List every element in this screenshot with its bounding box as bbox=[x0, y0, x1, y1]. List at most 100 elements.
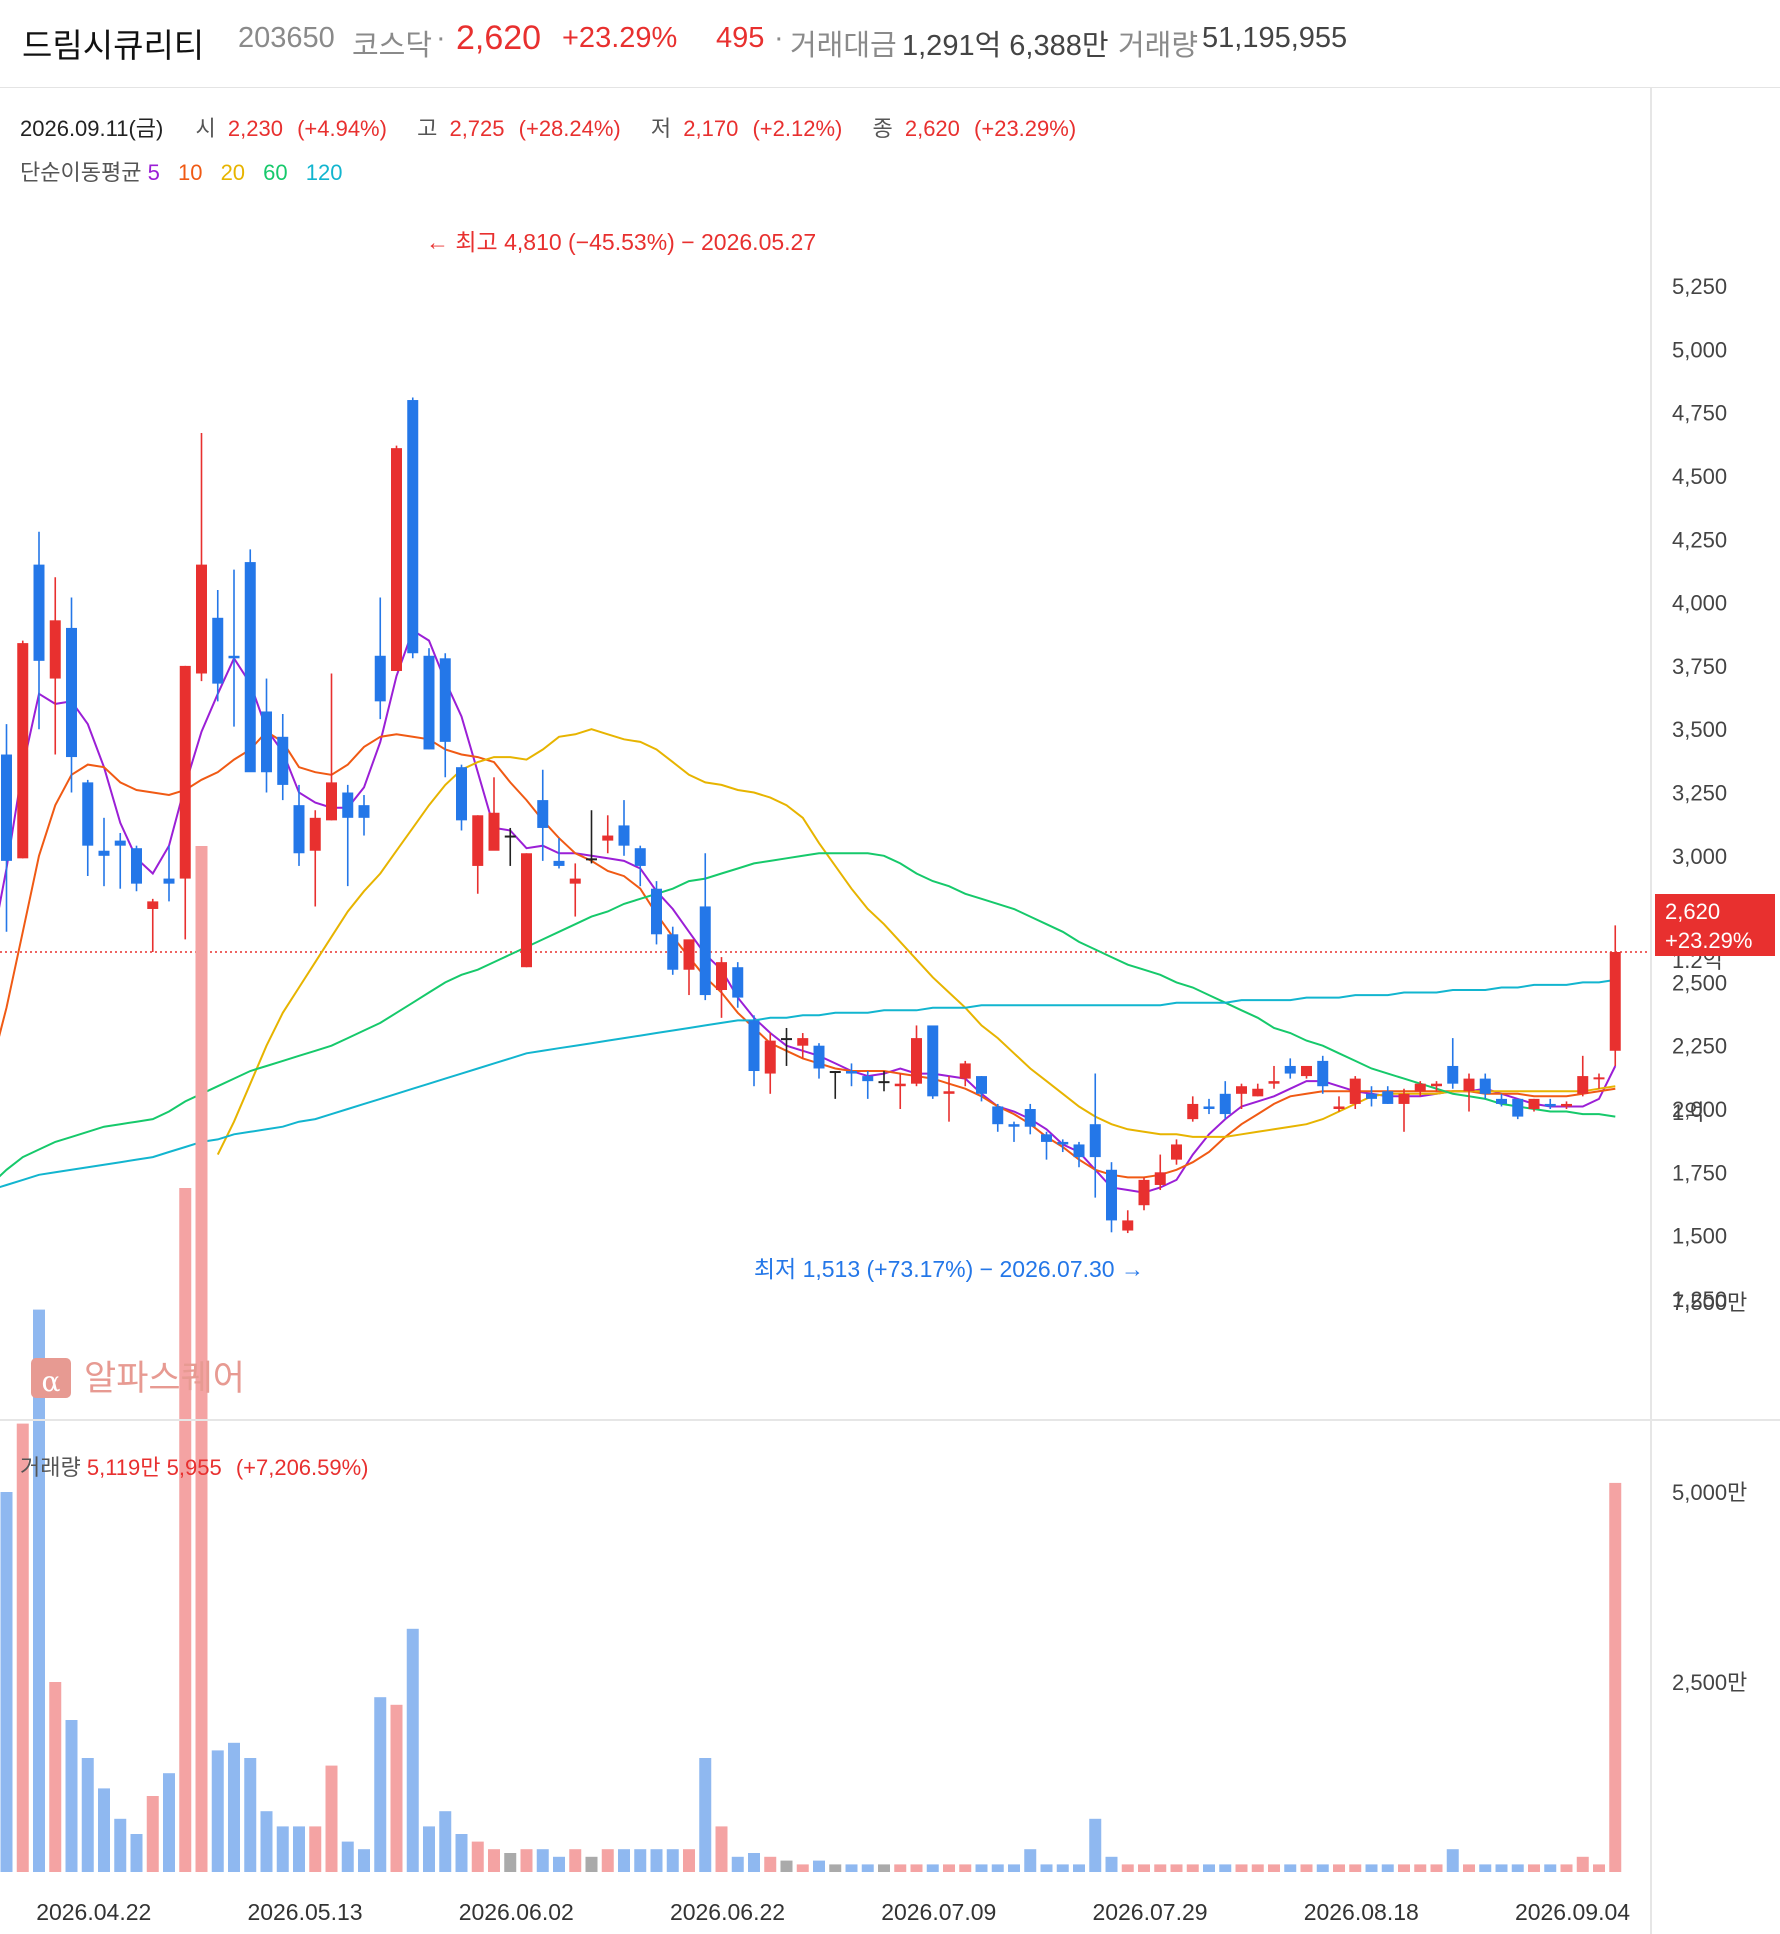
volume-bar bbox=[1463, 1864, 1475, 1872]
price-tick-label: 4,250 bbox=[1672, 527, 1727, 552]
volume-bar bbox=[309, 1826, 322, 1872]
volume-bar bbox=[748, 1853, 760, 1872]
candle-body bbox=[1447, 1065, 1459, 1084]
volume-bar bbox=[1333, 1864, 1345, 1872]
volume-bar bbox=[634, 1849, 647, 1872]
ma-legend[interactable]: 단순이동평균 5 10 20 60 120 bbox=[20, 160, 343, 185]
volume-bar bbox=[1089, 1818, 1102, 1872]
date-tick-label: 2026.07.09 bbox=[881, 1899, 996, 1925]
open-label: 시 bbox=[196, 116, 216, 141]
candle-body bbox=[781, 1038, 792, 1041]
high-annotation: ← 최고 4,810 (−45.53%) − 2026.05.27 bbox=[426, 229, 816, 255]
volume-bar bbox=[1138, 1864, 1150, 1872]
candle-body bbox=[764, 1040, 776, 1074]
price-tick-label: 4,500 bbox=[1672, 464, 1727, 489]
date-tick-label: 2026.04.22 bbox=[36, 1899, 151, 1925]
volume-bar bbox=[1593, 1864, 1605, 1872]
candle-body bbox=[1528, 1098, 1540, 1109]
candle-body bbox=[1089, 1124, 1101, 1158]
volume-bar bbox=[1316, 1864, 1329, 1872]
candle-body bbox=[1366, 1093, 1377, 1099]
ma-120-label: 120 bbox=[306, 160, 343, 185]
volume-bar bbox=[1056, 1864, 1069, 1872]
candle-body bbox=[1122, 1220, 1134, 1231]
candle-body bbox=[1057, 1141, 1069, 1145]
close-value: 2,620 bbox=[905, 116, 960, 141]
volume-bar bbox=[81, 1758, 94, 1872]
stock-name[interactable]: 드림시큐리티 bbox=[22, 27, 205, 64]
price-tick-label: 1,750 bbox=[1672, 1160, 1727, 1185]
low-annotation: 최저 1,513 (+73.17%) − 2026.07.30 → bbox=[754, 1256, 1144, 1282]
candle-body bbox=[261, 711, 272, 773]
candle-body bbox=[1187, 1103, 1199, 1120]
volume-bar bbox=[601, 1849, 614, 1872]
candle-body bbox=[391, 448, 402, 671]
volume-bar bbox=[1365, 1864, 1378, 1872]
candle-body bbox=[829, 1071, 841, 1074]
current-price: 2,620 bbox=[456, 19, 542, 57]
candle-body bbox=[196, 564, 207, 674]
candle-body bbox=[602, 835, 614, 841]
candle-body bbox=[114, 840, 126, 846]
candle-body bbox=[1138, 1179, 1150, 1206]
volume-bar bbox=[1203, 1864, 1215, 1872]
candle-body bbox=[976, 1076, 987, 1094]
low-label: 저 bbox=[651, 116, 671, 141]
candle-body bbox=[732, 967, 744, 998]
trade-amount-label: 거래대금 bbox=[790, 30, 897, 62]
close-pct: (+23.29%) bbox=[974, 116, 1076, 141]
volume-bar bbox=[861, 1864, 874, 1872]
volume-bar bbox=[536, 1849, 549, 1872]
volume-bar bbox=[1414, 1864, 1427, 1872]
low-value: 2,170 bbox=[683, 116, 738, 141]
candle-body bbox=[813, 1045, 825, 1069]
candle-body bbox=[1268, 1081, 1280, 1084]
candle-body bbox=[537, 800, 549, 828]
volume-bar bbox=[33, 1309, 45, 1872]
date-tick-label: 2026.09.04 bbox=[1515, 1899, 1630, 1925]
volume-bar bbox=[1398, 1864, 1410, 1872]
candle-body bbox=[1236, 1086, 1247, 1094]
separator: · bbox=[436, 22, 446, 54]
candle-body bbox=[586, 858, 597, 861]
candle-body bbox=[911, 1038, 922, 1084]
ma-60-line bbox=[0, 852, 1616, 1178]
candle-body bbox=[1431, 1083, 1442, 1087]
price-tick-label: 3,000 bbox=[1672, 844, 1727, 869]
volume-label: 거래량 bbox=[1118, 30, 1199, 62]
candle-body bbox=[927, 1025, 939, 1097]
volume-bar bbox=[1544, 1864, 1557, 1872]
alpha-square-logo-icon: α bbox=[31, 1358, 71, 1398]
volume-bar bbox=[1528, 1864, 1540, 1872]
candle-body bbox=[1349, 1078, 1361, 1104]
candle-body bbox=[147, 901, 159, 909]
price-tick-label: 4,750 bbox=[1672, 401, 1727, 426]
candle-body bbox=[553, 860, 565, 866]
change-abs: 495 bbox=[716, 22, 765, 54]
stock-chart[interactable]: 1,2501,5001,7502,0002,2502,5002,7503,000… bbox=[0, 88, 1780, 1934]
candle-body bbox=[959, 1063, 971, 1079]
volume-bar bbox=[959, 1864, 972, 1872]
volume-bar bbox=[1235, 1864, 1248, 1872]
volume-tick-label: 2,500만 bbox=[1672, 1670, 1747, 1695]
change-pct: +23.29% bbox=[562, 22, 678, 54]
candle-body bbox=[1073, 1144, 1085, 1158]
candle-body bbox=[1496, 1098, 1507, 1104]
candle-body bbox=[504, 835, 516, 838]
candle-body bbox=[943, 1091, 955, 1094]
candle-body bbox=[1317, 1060, 1329, 1087]
volume-bar bbox=[1300, 1864, 1313, 1872]
volume-bar bbox=[228, 1742, 240, 1872]
candle-body bbox=[894, 1083, 906, 1087]
volume-bar bbox=[390, 1704, 403, 1872]
price-tick-label: 4,000 bbox=[1672, 591, 1727, 616]
candle-body bbox=[1171, 1144, 1182, 1160]
candle-body bbox=[569, 878, 581, 884]
volume-bar bbox=[1268, 1864, 1280, 1872]
date-tick-label: 2026.08.18 bbox=[1304, 1899, 1419, 1925]
candle-body bbox=[521, 853, 532, 968]
candle-body bbox=[49, 620, 61, 679]
candle-body bbox=[342, 792, 354, 818]
candle-body bbox=[66, 627, 77, 758]
candle-body bbox=[1544, 1103, 1556, 1107]
